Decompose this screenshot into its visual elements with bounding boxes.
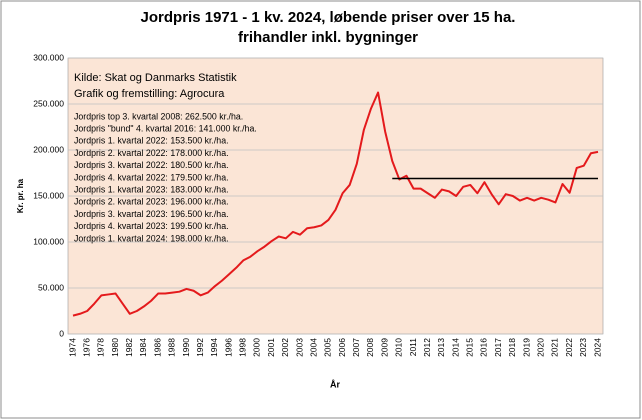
x-tick-label: 1992: [195, 338, 205, 357]
note: Jordpris top 3. kvartal 2008: 262.500 kr…: [74, 111, 243, 121]
note: Jordpris 1. kvartal 2024: 198.000 kr./ha…: [74, 233, 229, 243]
chart-title: Jordpris 1971 - 1 kv. 2024, løbende pris…: [141, 9, 516, 26]
x-tick-label: 1982: [124, 338, 134, 357]
x-tick-label: 1988: [167, 338, 177, 357]
note: Jordpris "bund" 4. kvartal 2016: 141.000…: [74, 124, 257, 134]
x-tick-label: 1984: [138, 338, 148, 357]
y-tick-label: 300.000: [33, 52, 64, 62]
y-tick-label: 0: [59, 328, 64, 338]
x-tick-label: 2012: [422, 338, 432, 357]
chart-title: frihandler inkl. bygninger: [238, 29, 418, 46]
x-tick-label: 1996: [223, 338, 233, 357]
note: Jordpris 4. kvartal 2022: 179.500 kr./ha…: [74, 172, 229, 182]
x-tick-label: 2016: [479, 338, 489, 357]
x-tick-label: 2004: [308, 338, 318, 357]
x-tick-label: 1976: [81, 338, 91, 357]
x-tick-label: 2013: [436, 338, 446, 357]
x-tick-label: 2002: [280, 338, 290, 357]
x-tick-label: 2020: [535, 338, 545, 357]
note: Jordpris 2. kvartal 2022: 178.000 kr./ha…: [74, 148, 229, 158]
note: Jordpris 3. kvartal 2023: 196.500 kr./ha…: [74, 209, 229, 219]
note: Jordpris 3. kvartal 2022: 180.500 kr./ha…: [74, 160, 229, 170]
x-tick-label: 2015: [465, 338, 475, 357]
x-tick-label: 2009: [379, 338, 389, 357]
x-tick-label: 1998: [238, 338, 248, 357]
x-tick-label: 2003: [294, 338, 304, 357]
y-tick-label: 100.000: [33, 236, 64, 246]
x-tick-label: 1980: [110, 338, 120, 357]
x-tick-label: 2001: [266, 338, 276, 357]
x-tick-label: 2005: [323, 338, 333, 357]
x-tick-label: 2019: [521, 338, 531, 357]
x-tick-label: 1986: [152, 338, 162, 357]
x-tick-label: 2022: [564, 338, 574, 357]
note: Jordpris 2. kvartal 2023: 196.000 kr./ha…: [74, 197, 229, 207]
annotation: Grafik og fremstilling: Agrocura: [74, 88, 225, 100]
annotation: Kilde: Skat og Danmarks Statistik: [74, 72, 237, 84]
x-tick-label: 2008: [365, 338, 375, 357]
x-tick-label: 1990: [181, 338, 191, 357]
x-tick-label: 1978: [96, 338, 106, 357]
x-tick-label: 2018: [507, 338, 517, 357]
x-tick-label: 2024: [592, 338, 602, 357]
x-tick-label: 2010: [394, 338, 404, 357]
x-tick-label: 1974: [67, 338, 77, 357]
x-tick-label: 2006: [337, 338, 347, 357]
note: Jordpris 4. kvartal 2023: 199.500 kr./ha…: [74, 221, 229, 231]
y-tick-label: 150.000: [33, 190, 64, 200]
x-axis-label: År: [330, 379, 340, 389]
x-tick-label: 2011: [408, 338, 418, 357]
y-axis-label: Kr. pr. ha: [16, 178, 25, 213]
x-tick-label: 2000: [252, 338, 262, 357]
x-tick-label: 2021: [550, 338, 560, 357]
x-tick-label: 2017: [493, 338, 503, 357]
y-tick-label: 200.000: [33, 144, 64, 154]
x-tick-label: 2014: [450, 338, 460, 357]
x-tick-label: 1994: [209, 338, 219, 357]
x-tick-label: 2023: [578, 338, 588, 357]
y-tick-label: 250.000: [33, 98, 64, 108]
note: Jordpris 1. kvartal 2023: 183.000 kr./ha…: [74, 185, 229, 195]
note: Jordpris 1. kvartal 2022: 153.500 kr./ha…: [74, 136, 229, 146]
x-tick-label: 2007: [351, 338, 361, 357]
data-line: [72, 91, 599, 317]
y-tick-label: 50.000: [38, 282, 64, 292]
